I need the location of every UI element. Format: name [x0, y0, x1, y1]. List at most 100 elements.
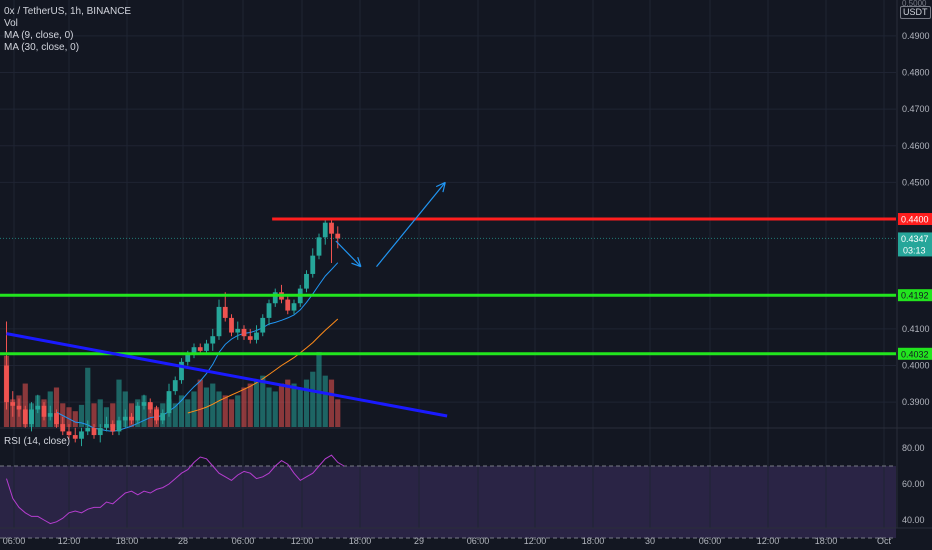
- volume-bar: [253, 379, 260, 427]
- arrow-up-head: [435, 181, 446, 188]
- arrow-down-head: [357, 256, 362, 267]
- candle-body: [22, 409, 28, 425]
- candle-body: [160, 413, 166, 421]
- volume-bar: [297, 387, 303, 427]
- candle-body: [122, 416, 128, 421]
- time-tick-label: 18:00: [582, 536, 605, 546]
- candle-body: [247, 336, 253, 340]
- support-lower-axis-box: [898, 347, 932, 360]
- volume-bar: [310, 371, 316, 427]
- volume-bar: [328, 379, 335, 427]
- time-tick-label: 18:00: [815, 536, 838, 546]
- resistance-axis-label: 0.4400: [901, 215, 929, 225]
- volume-bar: [291, 383, 297, 427]
- candle-body: [72, 435, 78, 439]
- rsi-band-fill: [0, 466, 896, 538]
- time-tick-label: 18:00: [116, 536, 139, 546]
- volume-bar: [247, 383, 253, 427]
- volume-bar: [66, 407, 72, 427]
- candle-body: [66, 431, 72, 436]
- volume-bar: [72, 411, 78, 427]
- arrow-down: [335, 240, 362, 268]
- volume-bar: [316, 351, 322, 427]
- time-tick-label: Oct: [877, 536, 892, 546]
- candle-body: [216, 306, 222, 337]
- candle-body: [241, 328, 247, 337]
- support-lower-axis-label: 0.4032: [901, 349, 929, 359]
- candle-body: [254, 332, 259, 340]
- volume-bar: [141, 395, 147, 427]
- candle-body: [60, 424, 66, 432]
- volume-bar: [22, 383, 28, 427]
- support-upper-axis-box: [898, 289, 932, 302]
- candle-body: [35, 405, 41, 410]
- time-tick-label: 12:00: [58, 536, 81, 546]
- volume-bar: [216, 391, 222, 427]
- candle-body: [260, 317, 266, 333]
- candle-body: [235, 328, 241, 333]
- candle-body: [229, 317, 234, 333]
- candle-body: [179, 361, 184, 381]
- candle-body: [110, 424, 116, 432]
- arrow-down-head: [351, 262, 362, 268]
- price-tick-label: 0.3900: [902, 397, 930, 407]
- candle-body: [222, 306, 228, 318]
- symbol-title[interactable]: 0x / TetherUS, 1h, BINANCE: [4, 6, 132, 17]
- chart-legend: 0x / TetherUS, 1h, BINANCE Vol MA (9, cl…: [4, 6, 131, 54]
- volume-bar: [185, 399, 191, 427]
- volume-bar: [53, 387, 60, 427]
- candle-body: [54, 413, 59, 425]
- candle-body: [47, 413, 53, 417]
- rsi-legend[interactable]: RSI (14, close): [4, 436, 71, 447]
- candle-body: [4, 365, 9, 403]
- price-tick-label-partial: 0.5000: [902, 0, 927, 8]
- arrow-up: [376, 182, 446, 268]
- candle-body: [29, 409, 34, 425]
- candle-body: [210, 336, 216, 344]
- candle-body: [16, 405, 22, 410]
- ma9-legend[interactable]: MA (9, close, 0): [4, 30, 74, 41]
- time-tick-label: 30: [645, 536, 655, 546]
- last-price-label: 0.4347: [901, 234, 929, 244]
- ma30-line: [187, 318, 339, 414]
- candle-body: [79, 431, 84, 439]
- candle-body: [204, 343, 209, 351]
- volume-bar: [303, 379, 310, 427]
- time-tick-label: 06:00: [3, 536, 26, 546]
- candle-body: [185, 354, 191, 362]
- volume-legend[interactable]: Vol: [4, 18, 18, 29]
- rsi-tick-label: 60.00: [902, 479, 925, 489]
- volume-bar: [322, 375, 328, 427]
- candle-body: [10, 402, 16, 406]
- volume-bar: [228, 399, 235, 427]
- candle-body: [291, 303, 297, 311]
- price-tick-label: 0.4500: [902, 177, 930, 187]
- time-tick-label: 29: [414, 536, 424, 546]
- candle-body: [41, 405, 47, 417]
- volume-bar: [172, 403, 178, 427]
- candle-body: [129, 416, 134, 421]
- volume-bar: [278, 383, 285, 427]
- candle-body: [116, 420, 122, 432]
- resistance-axis-box: [898, 213, 932, 226]
- candle-body: [304, 273, 309, 289]
- candle-body: [310, 255, 316, 274]
- time-tick-label: 06:00: [467, 536, 490, 546]
- volume-bar: [235, 395, 241, 427]
- candle-body: [266, 303, 272, 318]
- ma30-legend[interactable]: MA (30, close, 0): [4, 42, 80, 53]
- volume-bar: [78, 404, 85, 427]
- candle-body: [141, 402, 147, 406]
- candle-body: [154, 409, 159, 421]
- currency-badge[interactable]: USDT: [900, 6, 931, 19]
- price-tick-label: 0.4700: [902, 104, 930, 114]
- price-tick-label: 0.4000: [902, 361, 930, 371]
- candle-body: [322, 222, 328, 238]
- candle-body: [85, 427, 91, 432]
- price-tick-label: 0.4800: [902, 68, 930, 78]
- volume-bar: [241, 387, 247, 427]
- rsi-line: [6, 454, 345, 525]
- candle-body: [335, 233, 341, 239]
